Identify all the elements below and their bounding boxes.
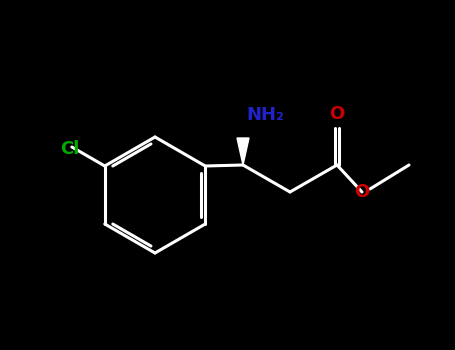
Text: Cl: Cl xyxy=(60,140,80,158)
Text: NH₂: NH₂ xyxy=(246,106,284,124)
Polygon shape xyxy=(237,138,249,165)
Text: O: O xyxy=(354,183,369,201)
Text: O: O xyxy=(329,105,344,123)
